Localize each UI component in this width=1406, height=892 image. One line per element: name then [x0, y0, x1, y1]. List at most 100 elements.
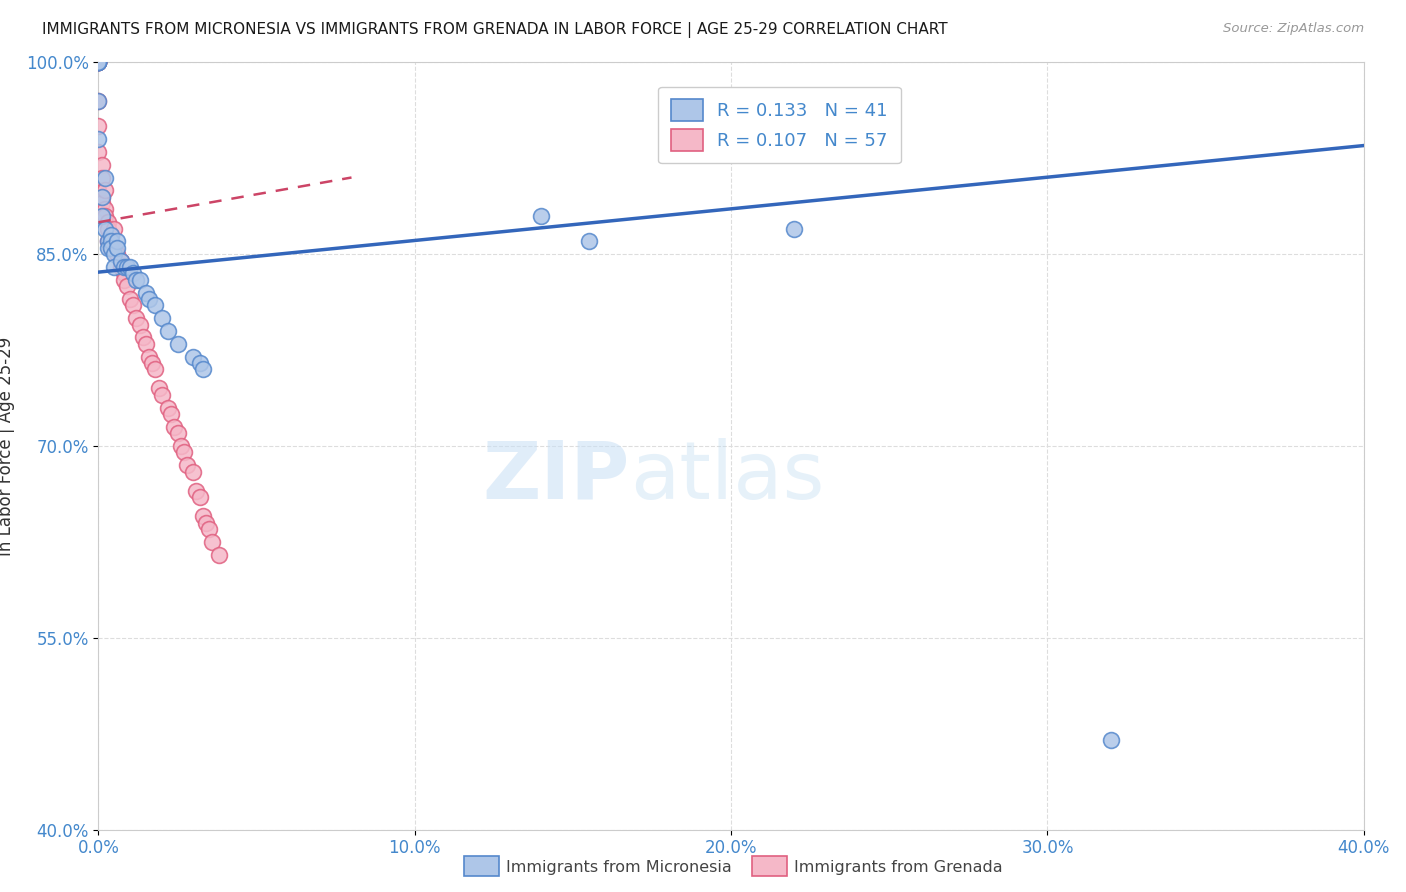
- Point: [87, 55, 110, 70]
- Point: [783, 221, 806, 235]
- Point: [112, 260, 135, 274]
- Point: [163, 420, 186, 434]
- Point: [90, 170, 112, 185]
- Point: [125, 273, 148, 287]
- Point: [150, 311, 173, 326]
- Point: [87, 55, 110, 70]
- Text: Immigrants from Grenada: Immigrants from Grenada: [794, 861, 1002, 875]
- Point: [87, 55, 110, 70]
- Point: [120, 292, 141, 306]
- Point: [132, 330, 155, 344]
- Point: [87, 55, 110, 70]
- Point: [169, 439, 191, 453]
- Point: [194, 516, 218, 530]
- Point: [135, 336, 157, 351]
- Point: [186, 483, 208, 498]
- Point: [160, 407, 183, 421]
- Point: [103, 260, 125, 274]
- Point: [87, 120, 110, 134]
- Point: [100, 241, 122, 255]
- Point: [87, 55, 110, 70]
- Point: [87, 55, 110, 70]
- Point: [87, 55, 110, 70]
- Point: [87, 55, 110, 70]
- Point: [201, 535, 224, 549]
- Point: [138, 292, 160, 306]
- Point: [128, 273, 150, 287]
- Point: [110, 253, 132, 268]
- Point: [183, 465, 205, 479]
- Point: [103, 241, 125, 255]
- Point: [120, 260, 141, 274]
- Point: [166, 426, 188, 441]
- Point: [176, 458, 198, 473]
- Point: [198, 522, 221, 536]
- Point: [112, 273, 135, 287]
- Point: [103, 247, 125, 261]
- Point: [530, 209, 553, 223]
- Point: [93, 221, 117, 235]
- Point: [87, 55, 110, 70]
- Point: [87, 55, 110, 70]
- Point: [87, 132, 110, 146]
- Point: [183, 350, 205, 364]
- Point: [110, 260, 132, 274]
- Point: [145, 362, 166, 376]
- Point: [191, 509, 214, 524]
- Text: atlas: atlas: [630, 438, 824, 516]
- Point: [115, 279, 138, 293]
- Legend: R = 0.133   N = 41, R = 0.107   N = 57: R = 0.133 N = 41, R = 0.107 N = 57: [658, 87, 901, 163]
- Point: [90, 190, 112, 204]
- Point: [110, 253, 132, 268]
- Point: [107, 247, 129, 261]
- Point: [87, 145, 110, 159]
- Point: [122, 267, 145, 281]
- Point: [107, 241, 129, 255]
- Point: [122, 298, 145, 312]
- Point: [188, 490, 211, 504]
- Y-axis label: In Labor Force | Age 25-29: In Labor Force | Age 25-29: [0, 336, 14, 556]
- Point: [97, 221, 120, 235]
- Point: [191, 362, 214, 376]
- Point: [166, 336, 188, 351]
- Point: [87, 94, 110, 108]
- Point: [97, 241, 120, 255]
- Point: [138, 350, 160, 364]
- Point: [208, 548, 231, 562]
- Point: [87, 183, 110, 197]
- Point: [141, 356, 163, 370]
- Point: [107, 235, 129, 249]
- Point: [100, 241, 122, 255]
- Point: [90, 196, 112, 211]
- Point: [188, 356, 211, 370]
- Point: [87, 55, 110, 70]
- Point: [112, 267, 135, 281]
- Point: [148, 382, 170, 396]
- Point: [97, 235, 120, 249]
- Point: [125, 311, 148, 326]
- Point: [90, 190, 112, 204]
- Point: [93, 209, 117, 223]
- Point: [157, 324, 180, 338]
- Point: [87, 55, 110, 70]
- Point: [90, 158, 112, 172]
- Point: [100, 228, 122, 243]
- Point: [157, 401, 180, 415]
- Point: [93, 170, 117, 185]
- Point: [145, 298, 166, 312]
- Point: [87, 94, 110, 108]
- Point: [128, 318, 150, 332]
- Point: [93, 202, 117, 217]
- Text: Immigrants from Micronesia: Immigrants from Micronesia: [506, 861, 733, 875]
- Point: [90, 209, 112, 223]
- Point: [115, 260, 138, 274]
- Point: [1099, 733, 1122, 747]
- Text: IMMIGRANTS FROM MICRONESIA VS IMMIGRANTS FROM GRENADA IN LABOR FORCE | AGE 25-29: IMMIGRANTS FROM MICRONESIA VS IMMIGRANTS…: [42, 22, 948, 38]
- Point: [173, 445, 195, 459]
- Point: [93, 183, 117, 197]
- Point: [150, 388, 173, 402]
- Point: [103, 221, 125, 235]
- Point: [100, 228, 122, 243]
- Point: [97, 235, 120, 249]
- Point: [97, 215, 120, 229]
